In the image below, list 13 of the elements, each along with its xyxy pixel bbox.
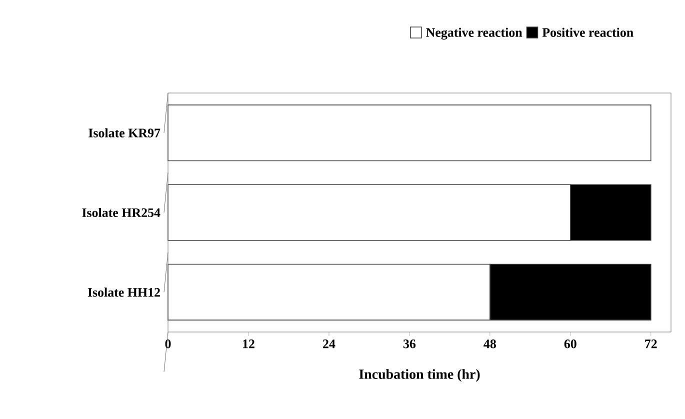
x-tick-label: 0 xyxy=(165,340,171,348)
x-axis-title: Incubation time (hr) xyxy=(359,369,480,382)
y-tick-label: Isolate HH12 xyxy=(88,288,160,297)
x-tick-label: 48 xyxy=(484,340,496,348)
legend-label: Negative reaction xyxy=(426,28,522,40)
legend-label: Positive reaction xyxy=(542,28,634,37)
x-tick-label: 24 xyxy=(323,340,336,348)
y-tick-label: Isolate KR97 xyxy=(88,128,160,138)
x-tick-label: 12 xyxy=(243,340,254,348)
x-tick-label: 36 xyxy=(403,340,416,348)
y-tick-label: Isolate HR254 xyxy=(82,208,160,218)
x-tick-label: 72 xyxy=(645,340,657,348)
x-tick-label: 60 xyxy=(564,340,576,348)
